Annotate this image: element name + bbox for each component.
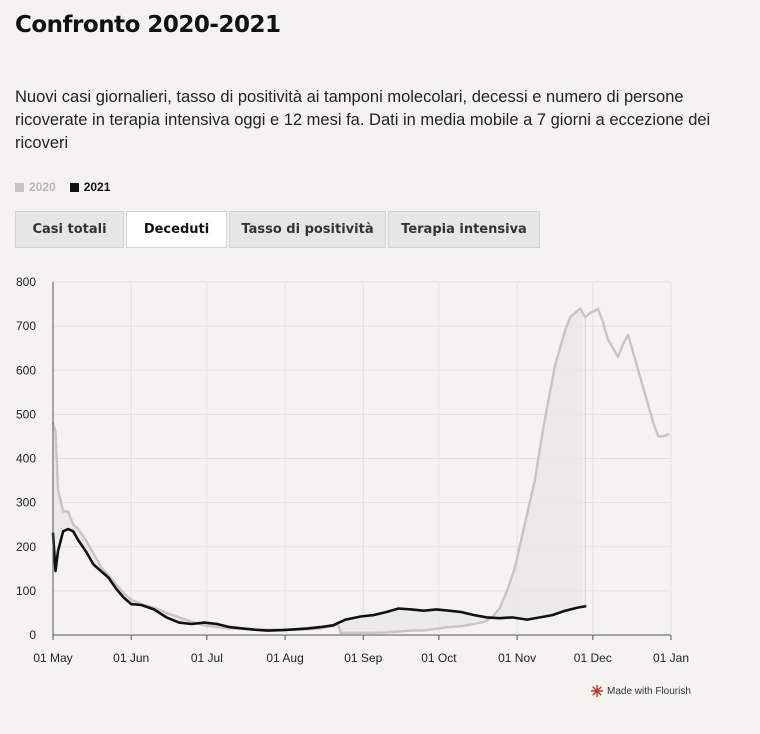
x-tick-label: 01 Sep: [344, 651, 382, 665]
legend-swatch-2021: [69, 182, 79, 192]
x-tick-label: 01 Jul: [191, 651, 223, 665]
y-tick-label: 200: [16, 540, 36, 554]
legend-item-2021[interactable]: 2021: [69, 180, 111, 194]
chart-area-fill: [53, 310, 586, 633]
legend-label-2020: 2020: [29, 180, 56, 194]
x-tick-label: 01 Jan: [653, 651, 689, 665]
x-tick-label: 01 Oct: [421, 651, 457, 665]
legend-label-2021: 2021: [83, 180, 111, 194]
x-tick-label: 01 Aug: [266, 651, 303, 665]
y-tick-label: 100: [16, 584, 36, 598]
tab-tasso-positivita[interactable]: Tasso di positività: [229, 211, 386, 248]
page-title: Confronto 2020-2021: [15, 12, 281, 38]
chart-lines: [51, 307, 670, 634]
legend-item-2020[interactable]: 2020: [15, 180, 56, 194]
tab-terapia-intensiva[interactable]: Terapia intensiva: [388, 211, 540, 248]
series-line-2021: [51, 527, 587, 632]
flourish-logo-icon: [591, 685, 603, 697]
x-tick-label: 01 May: [33, 651, 72, 665]
series-line-2020: [51, 307, 670, 634]
chart-axes: 0 100 200 300 400 500 600 700 800 01 May 01 Jun 01 …: [16, 275, 689, 665]
y-tick-label: 0: [29, 628, 36, 642]
legend-swatch-2020: [15, 182, 24, 192]
y-tick-label: 600: [16, 363, 36, 377]
y-tick-label: 300: [16, 496, 36, 510]
y-tick-label: 800: [16, 275, 36, 289]
chart-grid: [52, 281, 672, 636]
chart-tabs: Casi totali Deceduti Tasso di positività…: [15, 211, 540, 248]
tab-casi-totali[interactable]: Casi totali: [15, 211, 124, 248]
flourish-credit-label: Made with Flourish: [607, 685, 691, 697]
x-tick-label: 01 Dec: [574, 651, 612, 665]
x-tick-label: 01 Jun: [113, 651, 149, 665]
y-tick-label: 500: [16, 407, 36, 421]
page-subtitle: Nuovi casi giornalieri, tasso di positiv…: [15, 88, 711, 152]
chart-legend: 2020 2021: [15, 180, 110, 194]
y-tick-label: 700: [16, 319, 36, 333]
y-tick-label: 400: [16, 452, 36, 466]
tab-deceduti[interactable]: Deceduti: [126, 211, 227, 248]
x-tick-label: 01 Nov: [498, 651, 536, 665]
line-chart: 0 100 200 300 400 500 600 700 800 01 May 01 Jun 01 …: [16, 275, 689, 665]
area-between-series: [53, 310, 583, 633]
flourish-credit[interactable]: Made with Flourish: [591, 685, 691, 697]
